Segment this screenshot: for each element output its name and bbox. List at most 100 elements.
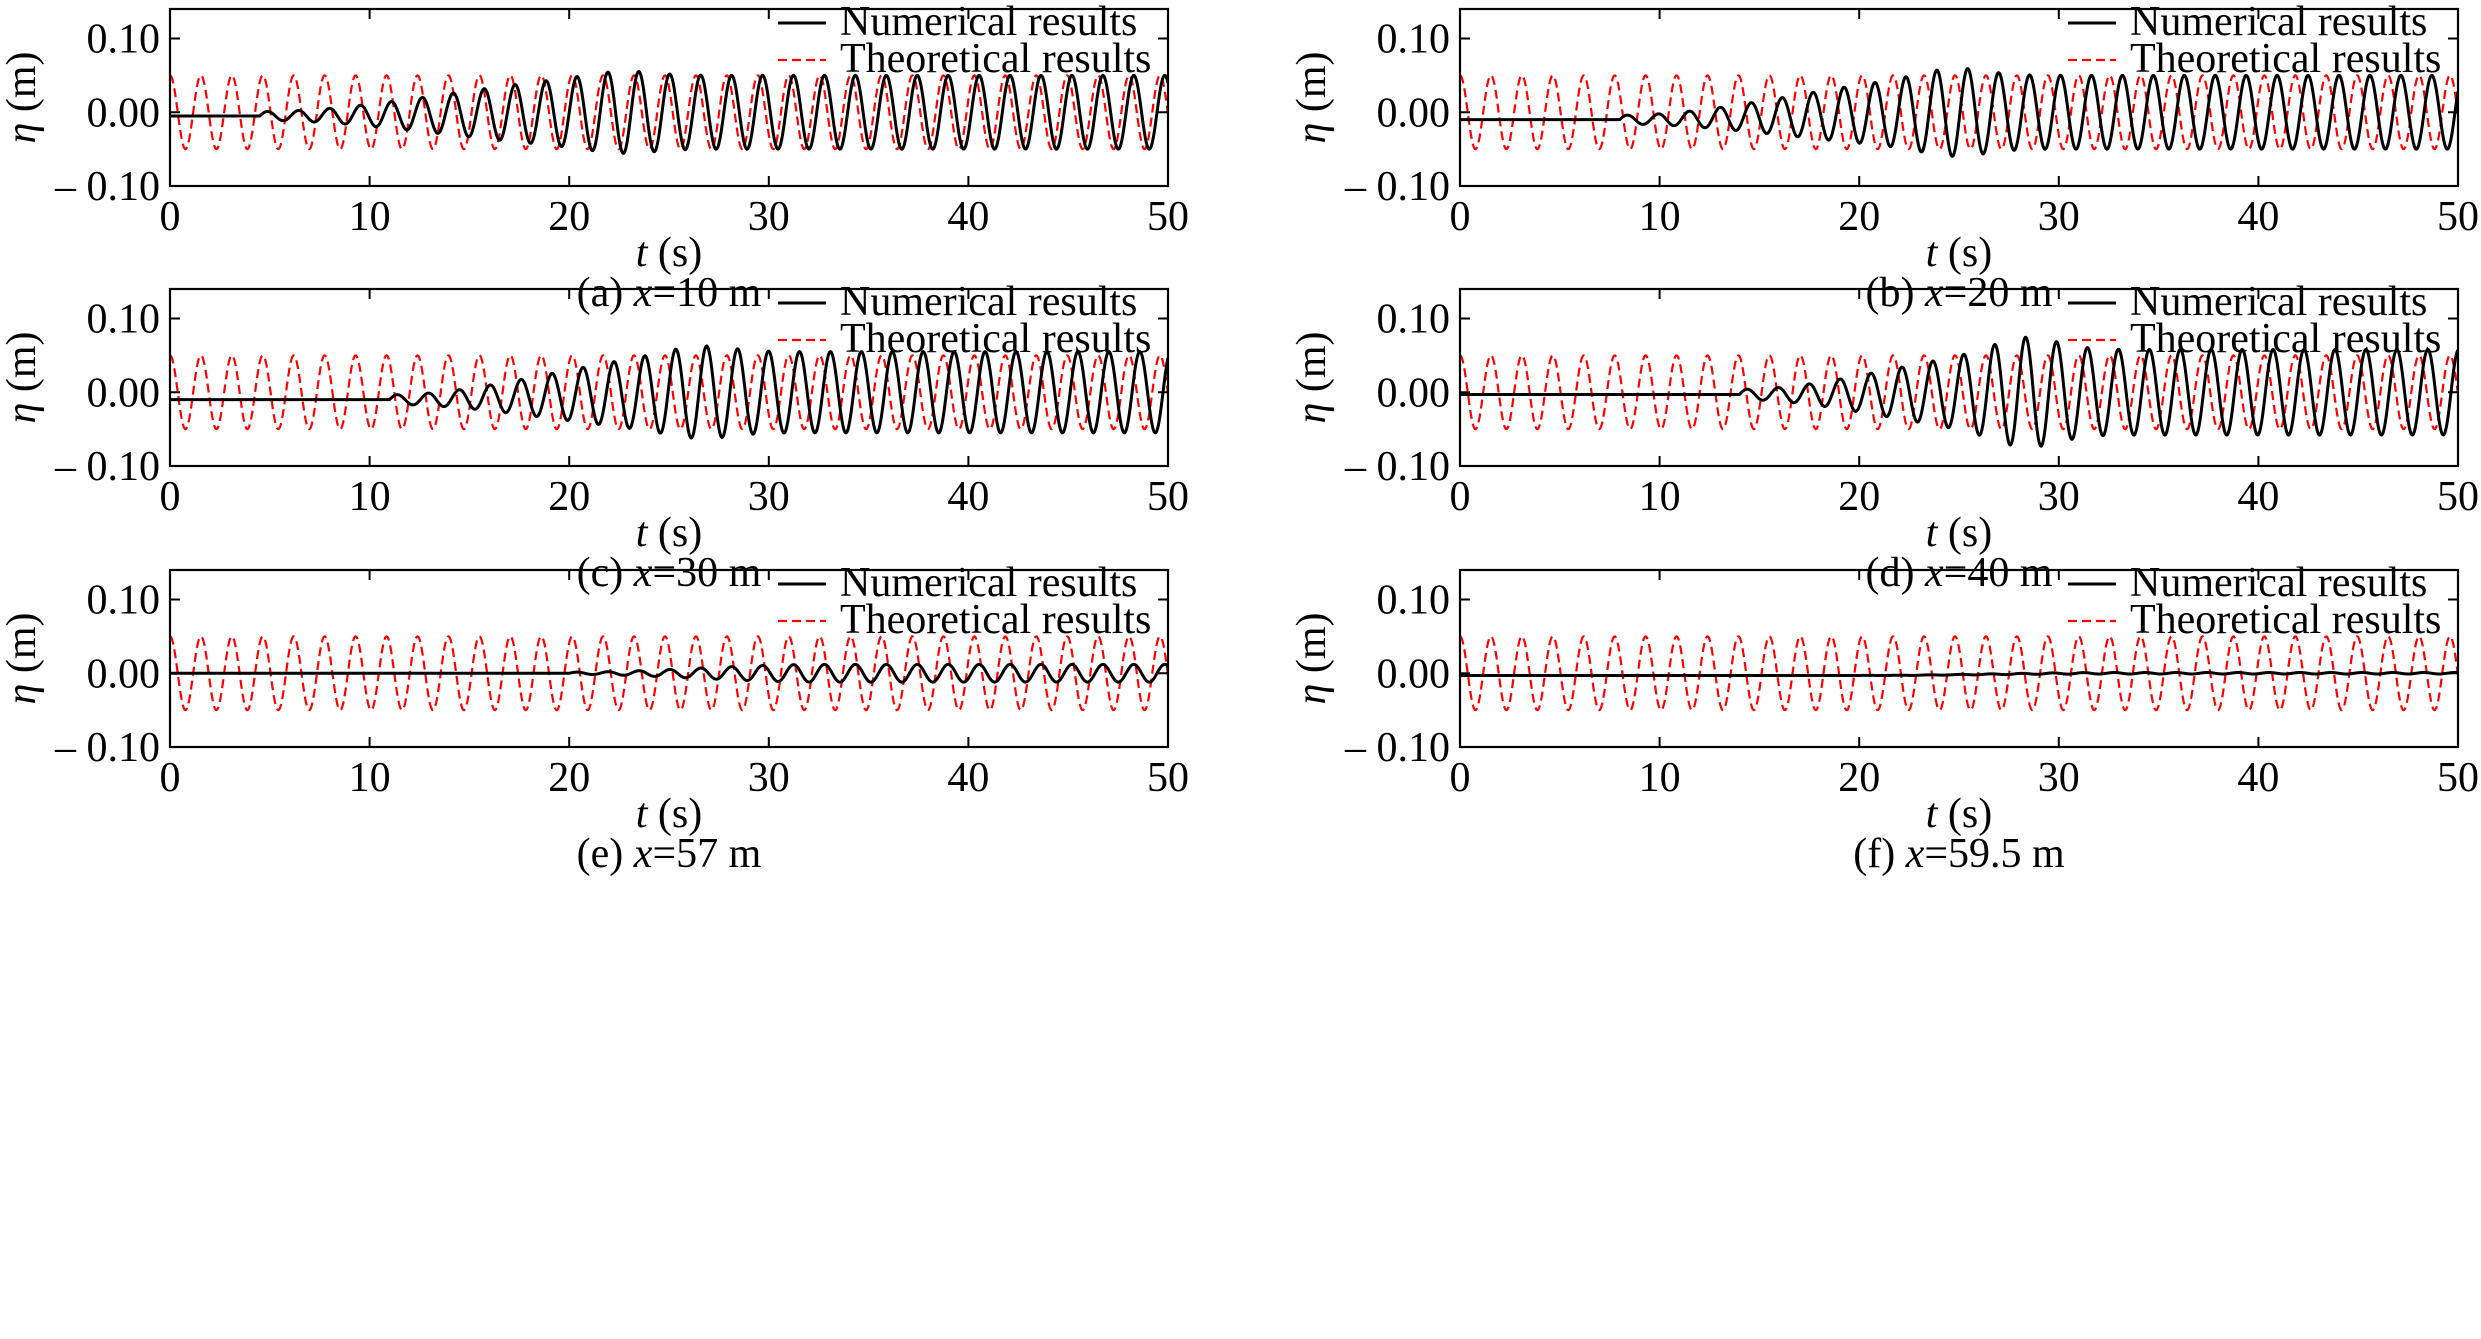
y-axis-label: η (m) (0, 332, 45, 424)
y-tick-label: 0.10 (87, 297, 161, 343)
y-axis-label: η (m) (1289, 52, 1335, 144)
x-tick-label: 0 (1450, 755, 1471, 801)
legend-label-theoretical: Theoretical results (840, 36, 1151, 82)
legend-label-theoretical: Theoretical results (2130, 36, 2441, 82)
x-tick-label: 50 (1147, 755, 1189, 801)
y-tick-label: – 0.10 (1344, 164, 1450, 210)
x-tick-label: 30 (2038, 194, 2080, 240)
panel-e: 0 10 20 30 40 50 0.10 0.00 – 0.10η (m) t (s)(e) x… (0, 560, 1189, 877)
panel-caption: (c) x=30 m (577, 550, 762, 596)
y-tick-label: 0.00 (1377, 370, 1451, 416)
panel-a: 0 10 20 30 40 50 0.10 0.00 – 0.10η (m) t (s)(a) x… (0, 0, 1189, 316)
legend-label-numerical: Numerical results (840, 0, 1137, 45)
legend-label-theoretical: Theoretical results (840, 597, 1151, 643)
x-tick-label: 30 (748, 194, 790, 240)
x-axis-label: t (s) (1926, 230, 1993, 276)
x-tick-label: 20 (548, 474, 590, 520)
series-theoretical-line (1460, 635, 2458, 712)
x-axis-label: t (s) (1926, 791, 1993, 837)
panel-caption: (a) x=10 m (577, 270, 762, 316)
x-axis-label: t (s) (636, 510, 703, 556)
series-numerical-line (170, 344, 1168, 440)
legend-label-numerical: Numerical results (840, 560, 1137, 606)
series-numerical-line (170, 69, 1168, 155)
panel-c: 0 10 20 30 40 50 0.10 0.00 – 0.10η (m) t (s)(c) x… (0, 279, 1189, 596)
y-tick-label: 0.00 (1377, 651, 1451, 697)
legend-label-numerical: Numerical results (840, 279, 1137, 325)
x-tick-label: 0 (160, 474, 181, 520)
x-tick-label: 30 (2038, 755, 2080, 801)
y-tick-label: – 0.10 (54, 444, 160, 490)
panel-caption: (d) x=40 m (1866, 550, 2053, 596)
x-tick-label: 10 (349, 194, 391, 240)
legend-label-theoretical: Theoretical results (2130, 597, 2441, 643)
x-tick-label: 40 (2237, 474, 2279, 520)
plot-frame (168, 287, 1170, 468)
x-axis-label: t (s) (636, 791, 703, 837)
x-tick-label: 40 (947, 474, 989, 520)
series-numerical-line (1460, 335, 2458, 448)
series-theoretical-line (170, 354, 1168, 431)
x-tick-label: 10 (1639, 194, 1681, 240)
x-tick-label: 40 (947, 194, 989, 240)
x-axis-label: t (s) (636, 230, 703, 276)
plot-frame (168, 568, 1170, 749)
y-axis-label: η (m) (1289, 613, 1335, 705)
x-tick-label: 50 (1147, 474, 1189, 520)
x-tick-label: 20 (548, 755, 590, 801)
x-tick-label: 30 (748, 474, 790, 520)
legend-label-numerical: Numerical results (2130, 0, 2427, 45)
x-tick-label: 0 (1450, 194, 1471, 240)
panel-f: 0 10 20 30 40 50 0.10 0.00 – 0.10η (m) t (s)(f) x… (1289, 560, 2479, 877)
x-tick-label: 10 (349, 755, 391, 801)
y-tick-label: – 0.10 (54, 725, 160, 771)
y-tick-label: 0.10 (87, 578, 161, 624)
plot-frame (1458, 568, 2460, 749)
x-tick-label: 10 (1639, 755, 1681, 801)
panel-d: 0 10 20 30 40 50 0.10 0.00 – 0.10η (m) t (s)(d) x… (1289, 279, 2479, 596)
panel-caption: (e) x=57 m (577, 831, 762, 877)
x-tick-label: 50 (1147, 194, 1189, 240)
x-tick-label: 30 (2038, 474, 2080, 520)
x-tick-label: 0 (160, 755, 181, 801)
x-tick-label: 30 (748, 755, 790, 801)
x-tick-label: 50 (2437, 194, 2479, 240)
legend-label-numerical: Numerical results (2130, 560, 2427, 606)
panel-caption: (b) x=20 m (1866, 270, 2053, 316)
plot-frame (1458, 287, 2460, 468)
legend-label-numerical: Numerical results (2130, 279, 2427, 325)
x-tick-label: 0 (1450, 474, 1471, 520)
x-tick-label: 40 (947, 755, 989, 801)
y-tick-label: 0.10 (87, 17, 161, 63)
y-tick-label: 0.10 (1377, 578, 1451, 624)
x-tick-label: 50 (2437, 755, 2479, 801)
y-tick-label: 0.00 (87, 90, 161, 136)
y-tick-label: – 0.10 (1344, 444, 1450, 490)
x-tick-label: 40 (2237, 755, 2279, 801)
panel-b: 0 10 20 30 40 50 0.10 0.00 – 0.10η (m) t (s)(b) x… (1289, 0, 2479, 316)
series-numerical-line (1460, 67, 2458, 158)
x-tick-label: 20 (1838, 194, 1880, 240)
x-tick-label: 20 (548, 194, 590, 240)
x-tick-label: 40 (2237, 194, 2279, 240)
series-numerical-line (1460, 671, 2458, 678)
y-tick-label: 0.10 (1377, 297, 1451, 343)
x-tick-label: 10 (1639, 474, 1681, 520)
y-tick-label: 0.10 (1377, 17, 1451, 63)
plot-frame (1458, 7, 2460, 188)
y-axis-label: η (m) (1289, 332, 1335, 424)
x-tick-label: 50 (2437, 474, 2479, 520)
y-tick-label: 0.00 (87, 651, 161, 697)
x-tick-label: 10 (349, 474, 391, 520)
x-tick-label: 20 (1838, 474, 1880, 520)
y-tick-label: 0.00 (1377, 90, 1451, 136)
series-theoretical-line (170, 635, 1168, 712)
plot-frame (168, 7, 1170, 188)
series-theoretical-line (170, 74, 1168, 151)
